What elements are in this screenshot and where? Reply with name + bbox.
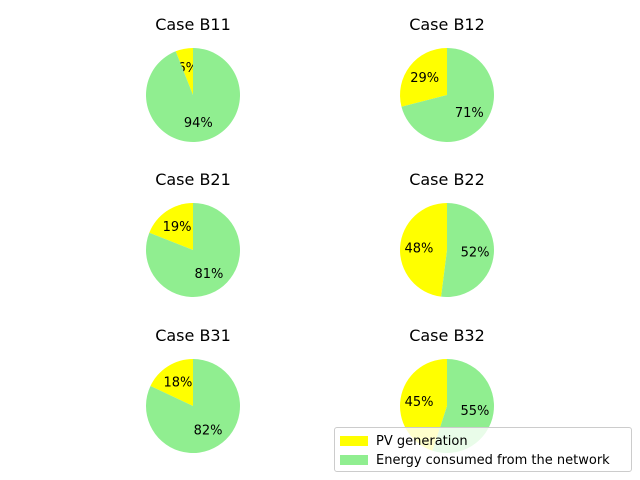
pie-slice-case-b22-1 <box>441 203 494 298</box>
pie-slice-case-b21-0 <box>149 203 193 250</box>
pie-slice-case-b11-1 <box>146 48 241 142</box>
pie-case-b11: 6%94%Case B11 <box>146 15 241 142</box>
pie-value-label-case-b32-1: 55% <box>460 404 489 419</box>
pie-value-label-case-b22-1: 52% <box>461 245 490 260</box>
pie-slice-case-b31-0 <box>150 359 193 406</box>
legend-item-network: Energy consumed from the network <box>340 452 610 468</box>
pie-title-case-b32: Case B32 <box>409 326 485 345</box>
pie-title-case-b12: Case B12 <box>409 15 485 34</box>
pie-slice-case-b21-1 <box>146 203 241 298</box>
pie-value-label-case-b12-0: 29% <box>410 71 439 86</box>
legend-swatch-pv <box>340 436 368 446</box>
pie-value-label-case-b31-0: 18% <box>163 376 192 391</box>
pie-slice-case-b12-0 <box>400 48 447 107</box>
pie-slice-case-b12-1 <box>401 48 495 142</box>
pie-value-label-case-b32-0: 45% <box>405 395 434 410</box>
pie-slice-case-b31-1 <box>145 359 240 454</box>
pie-case-b21: 19% 81% Case B21 <box>146 170 241 298</box>
pie-value-label-case-b12-1: 71% <box>455 106 484 121</box>
pie-value-label-case-b21-0: 19% <box>163 220 192 235</box>
pie-case-b31: 18% 82% Case B31 <box>145 326 240 454</box>
pie-title-case-b22: Case B22 <box>409 170 485 189</box>
pie-case-b22: 48% 52% Case B22 <box>399 170 494 298</box>
pie-value-label-case-b31-1: 82% <box>194 423 223 438</box>
pie-case-b12: 29% 71% Case B12 <box>400 15 495 142</box>
legend-swatch-network <box>340 455 368 465</box>
legend-label-network: Energy consumed from the network <box>376 452 610 468</box>
pie-title-case-b11: Case B11 <box>155 15 231 34</box>
legend-item-pv: PV generation <box>340 433 468 449</box>
legend: PV generation Energy consumed from the n… <box>334 427 632 472</box>
pie-value-label-case-b22-0: 48% <box>404 242 433 257</box>
pie-slice-case-b22-0 <box>399 202 447 297</box>
pie-value-label-case-b21-1: 81% <box>194 267 223 282</box>
pie-title-case-b21: Case B21 <box>155 170 231 189</box>
legend-label-pv: PV generation <box>376 433 468 449</box>
pie-slice-case-b11-0 <box>175 48 193 95</box>
pie-value-label-case-b11-1: 94% <box>184 116 213 131</box>
pie-title-case-b31: Case B31 <box>155 326 231 345</box>
